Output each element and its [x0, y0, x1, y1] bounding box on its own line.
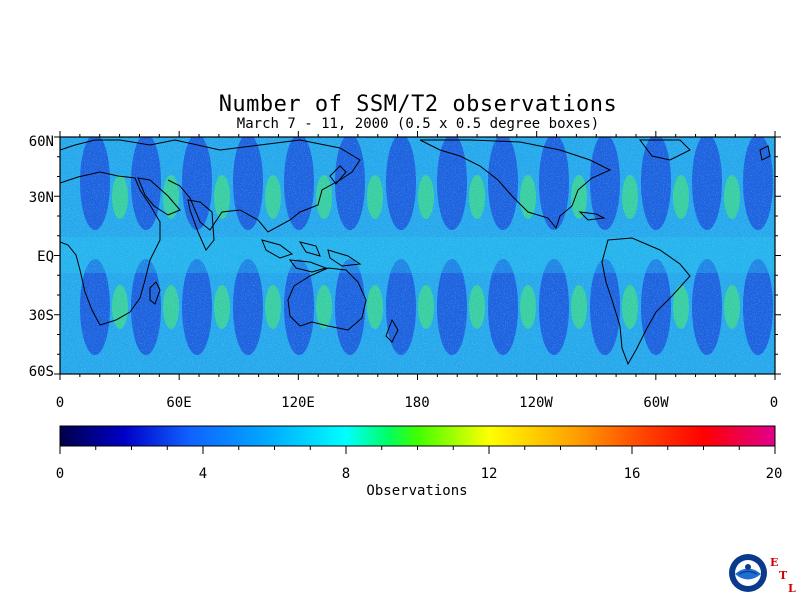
- axis-ticks: [54, 131, 781, 380]
- colorbar-tick-label: 8: [342, 466, 350, 482]
- lon-tick-label: 180: [404, 395, 429, 411]
- lon-tick-label: 60E: [166, 395, 191, 411]
- lon-tick-label: 120W: [519, 395, 553, 411]
- observation-field: [60, 137, 791, 374]
- lon-tick-label: 60W: [643, 395, 669, 411]
- coastlines: [60, 139, 771, 366]
- map-title: Number of SSM/T2 observations: [218, 92, 618, 117]
- colorbar-tick-label: 12: [481, 466, 498, 482]
- lon-tick-label: 0: [770, 395, 778, 411]
- lat-tick-label: 30S: [29, 308, 54, 324]
- high-count-band: [775, 285, 791, 329]
- colorbar: 0 4 8 12 16 20 Observations: [56, 425, 783, 499]
- colorbar-tick-label: 0: [56, 466, 64, 482]
- etl-letter-e: E: [770, 556, 779, 569]
- lon-axis: 0 60E 120E 180 120W 60W 0: [56, 395, 778, 411]
- colorbar-gradient: [59, 425, 776, 447]
- lon-tick-label: 120E: [281, 395, 315, 411]
- etl-letter-t: T: [779, 569, 788, 582]
- colorbar-tick-label: 20: [766, 466, 783, 482]
- colorbar-title: Observations: [366, 483, 467, 499]
- lat-tick-label: EQ: [37, 249, 54, 265]
- noaa-logo: [729, 554, 767, 592]
- lat-tick-label: 60N: [29, 134, 54, 150]
- lat-tick-label: 30N: [29, 190, 54, 206]
- map-subtitle: March 7 - 11, 2000 (0.5 x 0.5 degree box…: [236, 116, 600, 132]
- colorbar-tick-label: 4: [199, 466, 207, 482]
- colorbar-tick-label: 16: [624, 466, 641, 482]
- lat-tick-label: 60S: [29, 364, 54, 380]
- lon-tick-label: 0: [56, 395, 64, 411]
- etl-letter-l: L: [788, 582, 796, 595]
- high-count-band: [775, 175, 791, 219]
- lat-axis: 60N 30N EQ 30S 60S: [29, 134, 54, 380]
